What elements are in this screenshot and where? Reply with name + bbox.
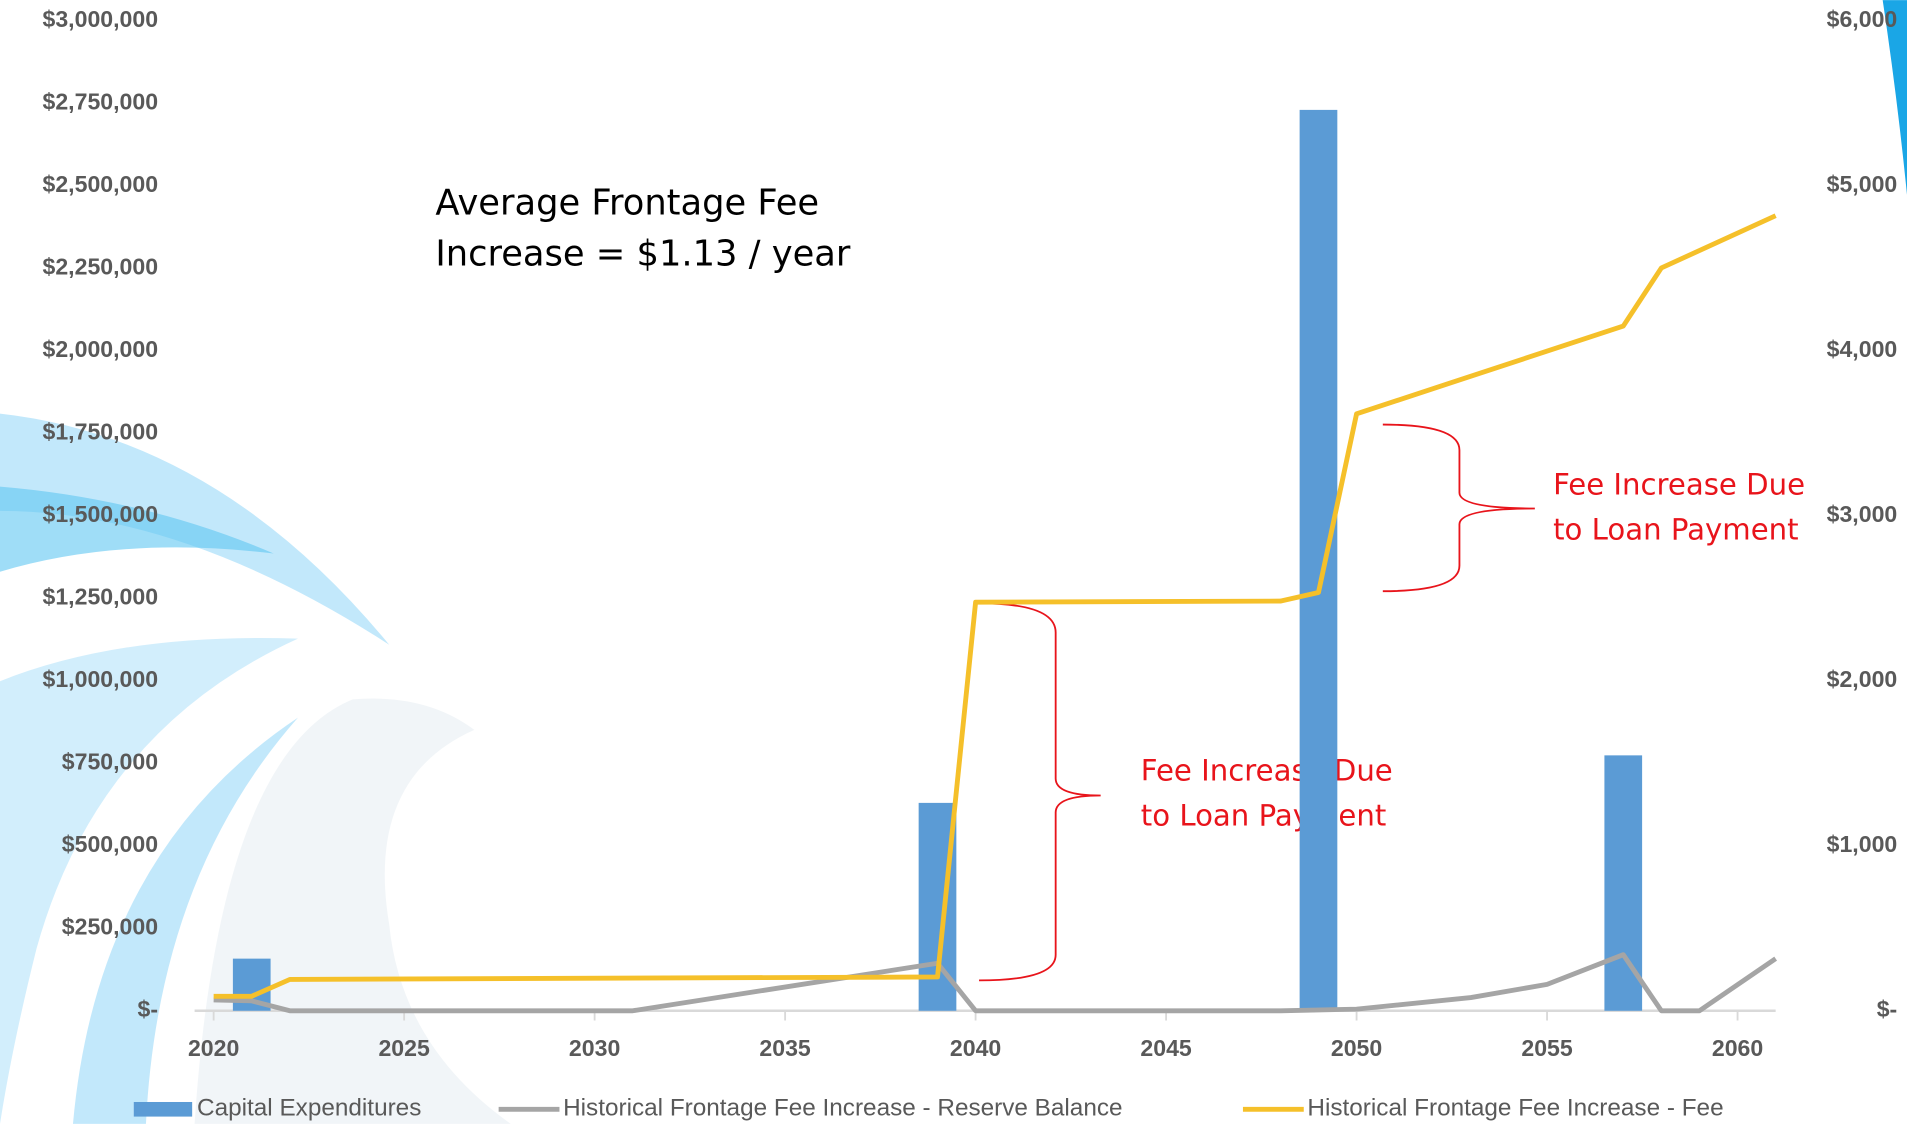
legend-swatch [133,1101,193,1117]
y2-tick-label: $5,000 [1827,171,1898,197]
y-tick-label: $2,750,000 [43,88,159,114]
legend-label: Capital Expenditures [197,1095,421,1122]
y2-tick-label: $1,000 [1827,831,1898,857]
x-tick-label: 2045 [1140,1035,1192,1061]
y-tick-label: $250,000 [62,913,158,939]
y2-tick-label: $- [1877,996,1898,1022]
annotation: to Loan Payment [1141,798,1387,832]
y-tick-label: $1,000,000 [43,666,159,692]
x-tick-label: 2030 [569,1035,620,1061]
braces [979,423,1535,982]
y-tick-label: $1,500,000 [43,501,159,527]
y-tick-label: $500,000 [62,831,158,857]
y-tick-label: $3,000,000 [43,6,159,32]
annotation: to Loan Payment [1553,513,1799,547]
y2-tick-label: $4,000 [1827,336,1898,362]
annotation: Fee Increase Due [1553,468,1805,502]
line [213,213,1777,999]
legend-label: Historical Frontage Fee Increase - Fee [1307,1095,1723,1122]
y-tick-label: $2,250,000 [43,253,159,279]
x-tick-label: 2060 [1712,1035,1763,1061]
x-tick-label: 2035 [759,1035,811,1061]
legend-label: Historical Frontage Fee Increase - Reser… [563,1095,1122,1122]
plot-area: $- $250,000 $500,000 $750,000 $1,000,000 $1,2… [43,6,1898,1122]
annotation: Increase = $1.13 / year [435,234,850,275]
line [213,952,1778,1014]
y-tick-label: $2,500,000 [43,171,159,197]
annotation: Average Frontage Fee [435,182,819,223]
y-tick-label: $- [138,996,159,1022]
x-tick-label: 2050 [1331,1035,1382,1061]
y-tick-label: $2,000,000 [43,336,159,362]
x-tick-label: 2025 [378,1035,430,1061]
annotation: Fee Increase Due [1141,753,1393,787]
x-tick-label: 2055 [1521,1035,1573,1061]
bar [1299,109,1338,1011]
y-tick-label: $750,000 [62,748,158,774]
y-tick-label: $1,250,000 [43,583,159,609]
y2-tick-label: $6,000 [1827,6,1898,32]
y2-tick-label: $3,000 [1827,501,1898,527]
y-tick-label: $1,750,000 [43,418,159,444]
x-tick-label: 2020 [188,1035,239,1061]
y2-tick-label: $2,000 [1827,666,1898,692]
bar [1604,755,1643,1011]
x-tick-label: 2040 [950,1035,1001,1061]
